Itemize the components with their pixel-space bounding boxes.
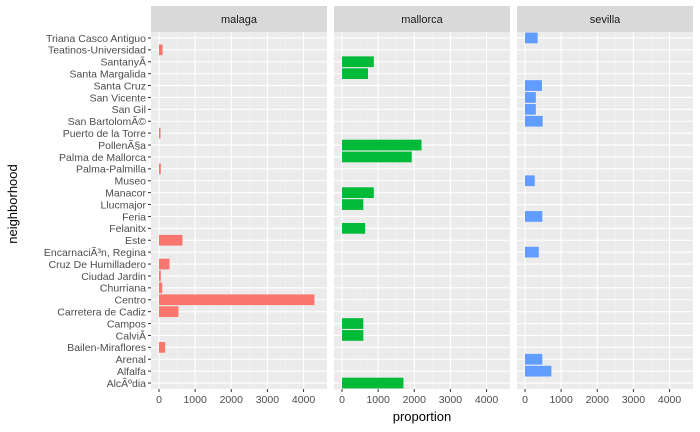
y-tick-label-calvi: CalviÃ — [116, 329, 146, 342]
bar-mallorca-palma-de-mallorca — [342, 151, 412, 163]
facet-strip-label: mallorca — [401, 14, 443, 26]
y-tick-label-puerto-de-la-torre: Puerto de la Torre — [63, 128, 146, 140]
bar-mallorca-santany — [342, 56, 374, 68]
bar-malaga-este — [159, 234, 183, 246]
panel-background — [151, 32, 327, 389]
y-tick-label-manacor: Manacor — [105, 187, 146, 199]
x-tick-label: 1000 — [549, 394, 573, 406]
y-tick-label-cruz-de-humilladero: Cruz De Humilladero — [49, 259, 147, 271]
bar-malaga-centro — [159, 294, 315, 306]
bar-sevilla-encarnaci-n-regina — [525, 246, 539, 258]
x-tick-label: 2000 — [220, 394, 244, 406]
facet-strip-label: malaga — [221, 14, 258, 26]
bar-sevilla-museo — [525, 175, 535, 187]
bar-sevilla-san-gil — [525, 103, 536, 115]
y-tick-label-san-bartolom: San BartolomÃ© — [68, 115, 147, 128]
bar-mallorca-calvi — [342, 330, 364, 341]
y-tick-label-encarnaci-n-regina: EncarnaciÃ³n, Regina — [44, 246, 146, 259]
facet-malaga: malaga 0 1000 2000 3000 4000 — [151, 6, 327, 406]
bar-sevilla-san-vicente — [525, 92, 536, 103]
x-tick-label: 3000 — [622, 394, 646, 406]
x-tick-label: 4000 — [475, 394, 499, 406]
y-tick-label-teatinos-universidad: Teatinos-Universidad — [48, 45, 146, 57]
y-tick-label-este: Este — [125, 235, 146, 247]
facet-strip — [517, 6, 693, 32]
y-tick-label-museo: Museo — [114, 176, 146, 188]
y-tick-label-feria: Feria — [122, 211, 146, 223]
y-tick-label-santa-margalida: Santa Margalida — [70, 68, 147, 80]
x-tick-label: 4000 — [292, 394, 316, 406]
bar-mallorca-felanitx — [342, 222, 366, 234]
bar-mallorca-alc-dia — [342, 377, 404, 389]
bar-mallorca-santa-margalida — [342, 68, 369, 80]
x-tick-label: 2000 — [586, 394, 610, 406]
bar-malaga-ciudad-jardin — [159, 270, 161, 282]
y-tick-label-arenal: Arenal — [116, 354, 146, 366]
y-tick-label-bailen-miraflores: Bailen-Miraflores — [67, 342, 146, 354]
y-tick-label-centro: Centro — [114, 295, 146, 307]
x-tick-label: 0 — [522, 394, 528, 406]
y-tick-label-ciudad-jardin: Ciudad Jardin — [81, 271, 146, 283]
bar-sevilla-alfalfa — [525, 365, 552, 377]
bar-malaga-cruz-de-humilladero — [159, 258, 170, 270]
y-tick-label-palma-palmilla: Palma-Palmilla — [76, 164, 146, 176]
facets-layer: malaga 0 1000 2000 3000 4000 mallorca 0 1000 2000… — [151, 6, 693, 406]
y-tick-labels: AlcÃºdiaAlfalfaArenalBailen-MirafloresCa… — [44, 33, 151, 390]
x-tick-label: 3000 — [439, 394, 463, 406]
y-tick-label-campos: Campos — [107, 318, 146, 330]
y-tick-label-carretera-de-cadiz: Carretera de Cadiz — [57, 306, 146, 318]
x-axis-title: proportion — [393, 409, 452, 424]
x-tick-label: 1000 — [183, 394, 207, 406]
panel-background — [334, 32, 510, 389]
y-tick-label-churriana: Churriana — [100, 283, 146, 295]
facet-strip — [151, 6, 327, 32]
panel-background — [517, 32, 693, 389]
x-tick-label: 2000 — [403, 394, 427, 406]
bar-malaga-bailen-miraflores — [159, 341, 166, 353]
facet-strip — [334, 6, 510, 32]
y-tick-label-santa-cruz: Santa Cruz — [93, 80, 146, 92]
y-tick-label-triana-casco-antiguo: Triana Casco Antiguo — [46, 33, 146, 45]
bar-sevilla-feria — [525, 211, 543, 222]
y-tick-label-san-vicente: San Vicente — [90, 92, 147, 104]
y-axis-title: neighborhood — [5, 164, 20, 244]
facet-mallorca: mallorca 0 1000 2000 3000 4000 — [334, 6, 510, 406]
y-tick-label-alfalfa: Alfalfa — [117, 366, 146, 378]
y-tick-label-santany: SantanyÃ­ — [100, 56, 146, 69]
bar-malaga-churriana — [159, 282, 163, 294]
bar-mallorca-pollen-a — [342, 139, 422, 151]
y-tick-label-pollen-a: PollenÃ§a — [98, 139, 146, 152]
x-tick-label: 1000 — [366, 394, 390, 406]
bar-malaga-palma-palmilla — [159, 163, 161, 175]
y-tick-label-llucmajor: Llucmajor — [100, 199, 146, 211]
bar-malaga-teatinos-universidad — [159, 44, 163, 56]
facet-sevilla: sevilla 0 1000 2000 3000 4000 — [517, 6, 693, 406]
y-tick-label-palma-de-mallorca: Palma de Mallorca — [59, 152, 146, 164]
bar-sevilla-san-bartolom — [525, 115, 543, 127]
x-tick-label: 0 — [156, 394, 162, 406]
x-tick-label: 0 — [339, 394, 345, 406]
x-tick-label: 4000 — [658, 394, 682, 406]
y-tick-label-felanitx: Felanitx — [109, 223, 147, 235]
bar-sevilla-arenal — [525, 353, 543, 365]
bar-malaga-carretera-de-cadiz — [159, 306, 179, 318]
bar-mallorca-manacor — [342, 187, 374, 199]
y-tick-label-san-gil: San Gil — [112, 104, 146, 116]
bar-sevilla-santa-cruz — [525, 80, 542, 91]
facet-strip-label: sevilla — [590, 14, 621, 26]
bar-mallorca-campos — [342, 318, 364, 329]
x-tick-label: 3000 — [256, 394, 280, 406]
bar-malaga-puerto-de-la-torre — [159, 127, 161, 139]
y-tick-label-alc-dia: AlcÃºdia — [107, 377, 147, 390]
bar-mallorca-llucmajor — [342, 199, 364, 210]
bar-sevilla-triana-casco-antiguo — [525, 32, 538, 44]
